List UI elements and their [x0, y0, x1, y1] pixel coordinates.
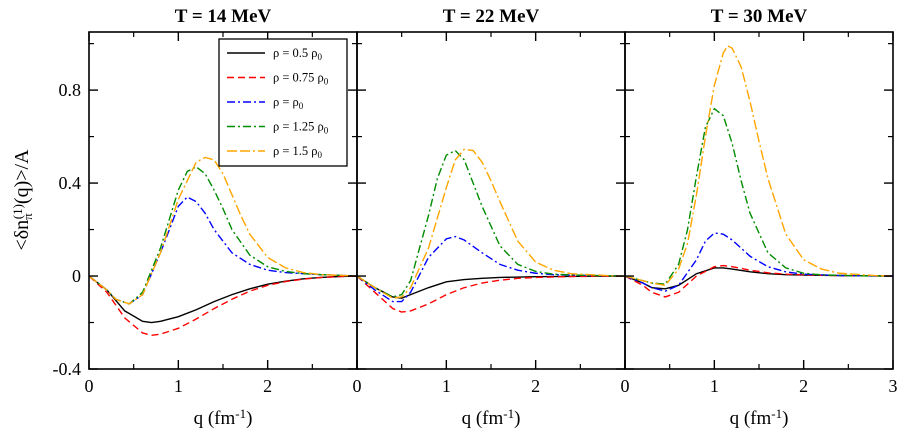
- y-axis-label-sub: π: [20, 213, 35, 220]
- series-line: [357, 235, 625, 303]
- series-line: [357, 275, 625, 299]
- legend: ρ = 0.5 ρ0 ρ = 0.75 ρ0 ρ = ρ0 ρ = 1.25 ρ0 ρ …: [218, 38, 348, 167]
- series-line: [89, 275, 357, 324]
- legend-label: ρ = 1.5 ρ0: [273, 144, 323, 160]
- plot-frame: [624, 31, 894, 370]
- y-tick-label: 0.8: [59, 80, 82, 100]
- legend-label: ρ = ρ0: [273, 95, 304, 111]
- y-tick-label: 0: [72, 266, 81, 286]
- x-axis-label: q (fm-1): [462, 406, 521, 429]
- series-group: [625, 45, 893, 298]
- y-tick-label: -0.4: [53, 359, 82, 379]
- series-line: [89, 196, 357, 305]
- y-axis-label-rest: (q)>/A: [11, 149, 33, 204]
- series-line: [625, 264, 893, 298]
- series-line: [625, 232, 893, 292]
- x-axis-label: q (fm-1): [194, 406, 253, 429]
- series-line: [625, 107, 893, 285]
- series-line: [89, 165, 357, 305]
- y-axis-label: <δnπ(1)(q)>/A: [10, 149, 35, 251]
- series-line: [357, 148, 625, 299]
- panel-title: T = 30 MeV: [711, 6, 808, 27]
- series-group: [357, 148, 625, 313]
- panel-title: T = 22 MeV: [443, 6, 540, 27]
- legend-box: [218, 38, 348, 167]
- x-tick-label: 0: [621, 376, 630, 396]
- y-axis-label-sup: (1): [10, 204, 25, 219]
- x-tick-label: 0: [353, 376, 362, 396]
- x-tick-label: 1: [174, 376, 183, 396]
- series-line: [357, 275, 625, 313]
- series-line: [89, 156, 357, 305]
- panel-3: T = 30 MeV 0 1 2 3 q (fm-1): [621, 6, 898, 429]
- x-axis-label: q (fm-1): [730, 406, 789, 429]
- x-tick-label: 0: [85, 376, 94, 396]
- panel-title: T = 14 MeV: [175, 6, 272, 27]
- series-line: [625, 45, 893, 287]
- x-tick-label: 2: [799, 376, 808, 396]
- panel-2: T = 22 MeV 0 1 2 q (fm-1): [353, 6, 626, 429]
- svg-text:<δnπ(1)(q)>/A: <δnπ(1)(q)>/A: [10, 149, 35, 251]
- x-tick-label: 2: [263, 376, 272, 396]
- series-group: [89, 156, 357, 337]
- x-tick-label: 1: [710, 376, 719, 396]
- x-tick-label: 2: [531, 376, 540, 396]
- legend-label: ρ = 0.5 ρ0: [273, 46, 323, 62]
- x-tick-label: 3: [889, 376, 898, 396]
- legend-label: ρ = 0.75 ρ0: [273, 71, 329, 87]
- series-line: [89, 275, 357, 337]
- y-tick-label: 0.4: [59, 173, 82, 193]
- plot-frame: [356, 31, 626, 370]
- x-tick-label: 1: [442, 376, 451, 396]
- legend-label: ρ = 1.25 ρ0: [273, 120, 329, 136]
- y-axis-label-main: <δn: [11, 220, 33, 251]
